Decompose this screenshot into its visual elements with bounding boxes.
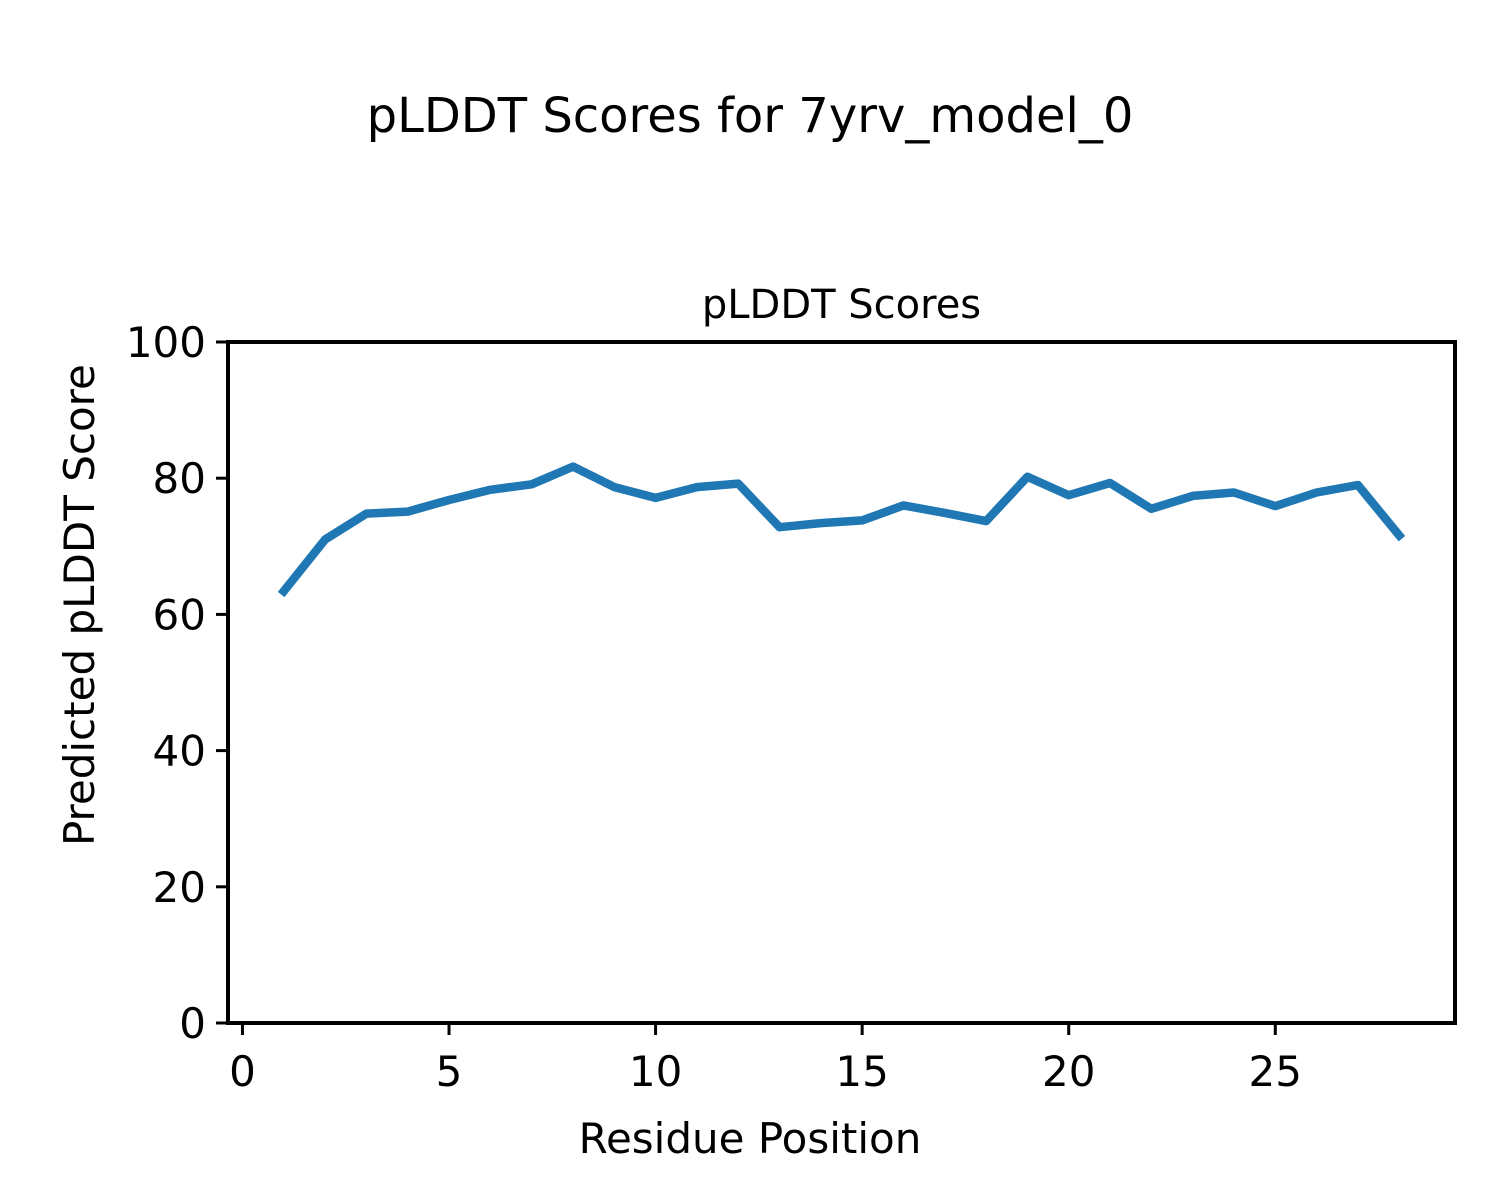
x-axis-label: Residue Position xyxy=(578,1114,922,1163)
y-tick-label: 40 xyxy=(153,727,206,776)
x-tick-label: 20 xyxy=(1042,1047,1095,1096)
y-tick-label: 60 xyxy=(153,590,206,639)
plddt-line xyxy=(277,462,1406,598)
x-tick-label: 25 xyxy=(1249,1047,1302,1096)
y-tick-label: 0 xyxy=(179,999,206,1048)
x-tick-label: 0 xyxy=(229,1047,256,1096)
y-axis-label: Predicted pLDDT Score xyxy=(54,364,104,847)
x-tick-label: 10 xyxy=(629,1047,682,1096)
y-tick-label: 80 xyxy=(153,454,206,503)
axes-title: pLDDT Scores xyxy=(701,282,982,328)
x-tick-label: 15 xyxy=(835,1047,888,1096)
figure-suptitle: pLDDT Scores for 7yrv_model_0 xyxy=(366,88,1134,144)
x-tick-label: 5 xyxy=(436,1047,463,1096)
y-tick-label: 100 xyxy=(126,318,206,367)
y-tick-label: 20 xyxy=(153,863,206,912)
axes-spines xyxy=(226,340,1457,1025)
